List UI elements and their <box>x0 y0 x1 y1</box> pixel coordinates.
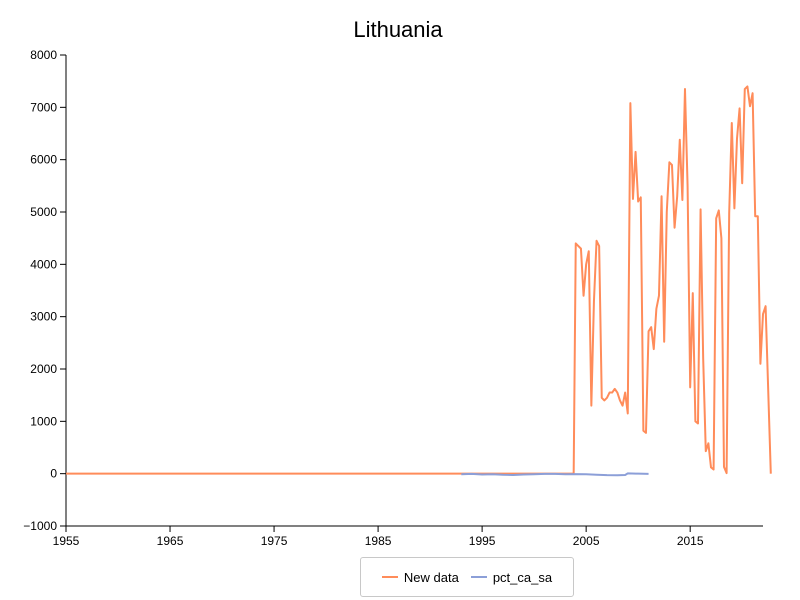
y-tick-label: 0 <box>50 467 57 481</box>
axes: −1000 0 1000 2000 3000 4000 5000 6000 7000 8000 19… <box>23 48 763 548</box>
x-tick-label: 1995 <box>469 534 496 548</box>
y-tick-label: 5000 <box>30 205 57 219</box>
series-line-new-data <box>66 85 772 475</box>
y-tick-label: 6000 <box>30 153 57 167</box>
series-line-pct-ca-sa <box>461 472 649 477</box>
legend-swatch-new-data <box>381 576 398 578</box>
legend-label-new-data: New data <box>403 569 459 585</box>
legend-item-new-data: New data <box>381 569 459 585</box>
legend-swatch-pct-ca-sa <box>470 576 487 578</box>
chart-title: Lithuania <box>353 17 443 42</box>
y-tick-label: 2000 <box>30 362 57 376</box>
x-tick-label: 1975 <box>261 534 288 548</box>
legend-item-pct-ca-sa: pct_ca_sa <box>470 569 553 585</box>
legend: New data pct_ca_sa <box>360 557 574 597</box>
x-tick-label: 1955 <box>53 534 80 548</box>
x-tick-label: 1965 <box>157 534 184 548</box>
legend-label-pct-ca-sa: pct_ca_sa <box>492 569 553 585</box>
x-tick-label: 2005 <box>573 534 600 548</box>
y-tick-label: 8000 <box>30 48 57 62</box>
x-tick-label: 2015 <box>677 534 704 548</box>
y-tick-label: 3000 <box>30 310 57 324</box>
y-tick-label: 7000 <box>30 100 57 114</box>
y-tick-label: −1000 <box>23 519 57 533</box>
x-tick-label: 1985 <box>365 534 392 548</box>
series-layer <box>66 85 772 477</box>
y-tick-label: 4000 <box>30 257 57 271</box>
y-tick-label: 1000 <box>30 414 57 428</box>
